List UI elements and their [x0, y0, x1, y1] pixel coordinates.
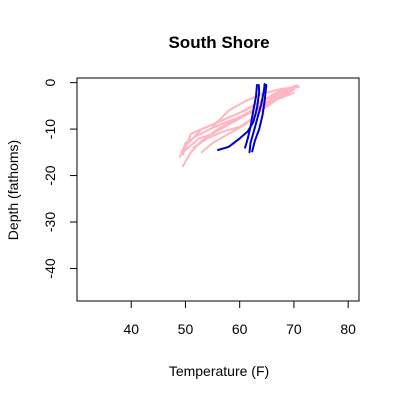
series-line-7: [192, 84, 298, 149]
y-axis-label: Depth (fathoms): [5, 140, 21, 240]
y-tick-label: -30: [42, 212, 58, 232]
y-axis: 0 -10 -20 -30 -40: [42, 79, 77, 279]
plot-frame: [76, 77, 360, 302]
x-tick-label: 60: [232, 321, 248, 337]
series-line-6: [179, 86, 298, 158]
y-tick-label: 0: [42, 79, 58, 87]
series-group: [179, 83, 301, 168]
x-tick-label: 40: [123, 321, 139, 337]
series-line-11: [248, 83, 266, 154]
x-tick-label: 80: [340, 321, 356, 337]
x-axis: 40 50 60 70 80: [123, 301, 356, 337]
chart-title: South Shore: [168, 33, 269, 52]
x-axis-label: Temperature (F): [169, 363, 269, 379]
y-tick-label: -40: [42, 258, 58, 278]
series-line-8: [211, 86, 295, 128]
x-tick-label: 50: [178, 321, 194, 337]
series-line-10: [244, 84, 258, 149]
y-tick-label: -20: [42, 165, 58, 185]
x-tick-label: 70: [286, 321, 302, 337]
y-tick-label: -10: [42, 119, 58, 139]
series-line-12: [251, 84, 268, 153]
